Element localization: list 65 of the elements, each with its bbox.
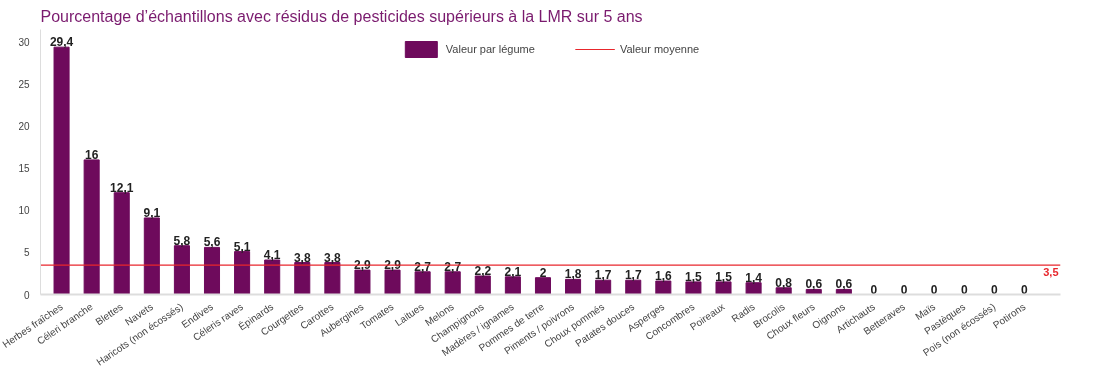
y-tick-label: 15 [18,163,30,175]
bar [324,262,341,295]
y-tick-label: 0 [23,289,30,301]
data-label: 1,5 [685,269,703,284]
data-label: 4,1 [263,248,281,263]
bar [715,281,732,295]
data-label: 0,8 [775,275,793,290]
bar [53,46,70,295]
bar [534,277,551,295]
data-label: 2,1 [504,264,522,279]
data-label: 1,7 [624,268,642,283]
bar [203,246,221,295]
bar [565,278,582,295]
legend-label: Valeur par légume [445,43,535,55]
data-label: 2,2 [474,263,492,278]
data-label: 0,6 [805,277,823,292]
data-label: 0 [1021,282,1029,297]
bar [625,279,642,295]
data-label: 29,4 [49,35,74,50]
legend-label: Valeur moyenne [619,43,700,55]
annotation: 3,5 [1043,266,1059,279]
data-label: 1,7 [594,268,612,283]
bar [745,282,762,295]
y-tick-label: 25 [18,79,30,91]
data-label: 0 [900,282,908,297]
bar [173,245,190,295]
data-label: 5,6 [203,235,221,250]
bar [294,262,311,295]
bar [354,269,371,295]
bar [595,279,612,295]
bar [685,281,702,295]
bar [234,251,251,295]
bar [775,287,792,295]
data-label: 0 [870,282,878,297]
bar [384,269,401,295]
bar [264,259,281,295]
bar [414,271,431,295]
data-label: 3,8 [293,250,311,265]
data-label: 5,8 [173,233,191,248]
bar [444,271,461,295]
data-label: 0 [990,282,998,297]
y-tick-label: 5 [23,247,30,259]
data-label: 0,6 [835,277,853,292]
chart-title: Pourcentage d’échantillons avec résidus de pesticides supérieurs à la LMR sur 5 ans [40,7,643,25]
data-label: 1,5 [715,269,733,284]
y-tick-label: 30 [18,37,30,49]
data-label: 16 [84,147,99,162]
y-tick-label: 10 [18,205,30,217]
bar [655,280,672,295]
data-label: 9,1 [143,205,161,220]
bar [504,276,521,295]
data-label: 3,8 [324,250,342,265]
y-tick-label: 20 [18,121,30,133]
data-label: 0 [960,282,968,297]
bar [143,217,160,295]
data-label: 2 [539,265,547,280]
bar [474,275,491,295]
bar [113,192,130,295]
data-label: 1,6 [654,269,672,284]
bar [83,159,100,295]
data-label: 0 [930,282,938,297]
data-label: 12,1 [110,180,134,195]
data-label: 5,1 [233,239,251,254]
data-label: 1,8 [564,267,582,282]
data-label: 1,4 [745,270,763,285]
